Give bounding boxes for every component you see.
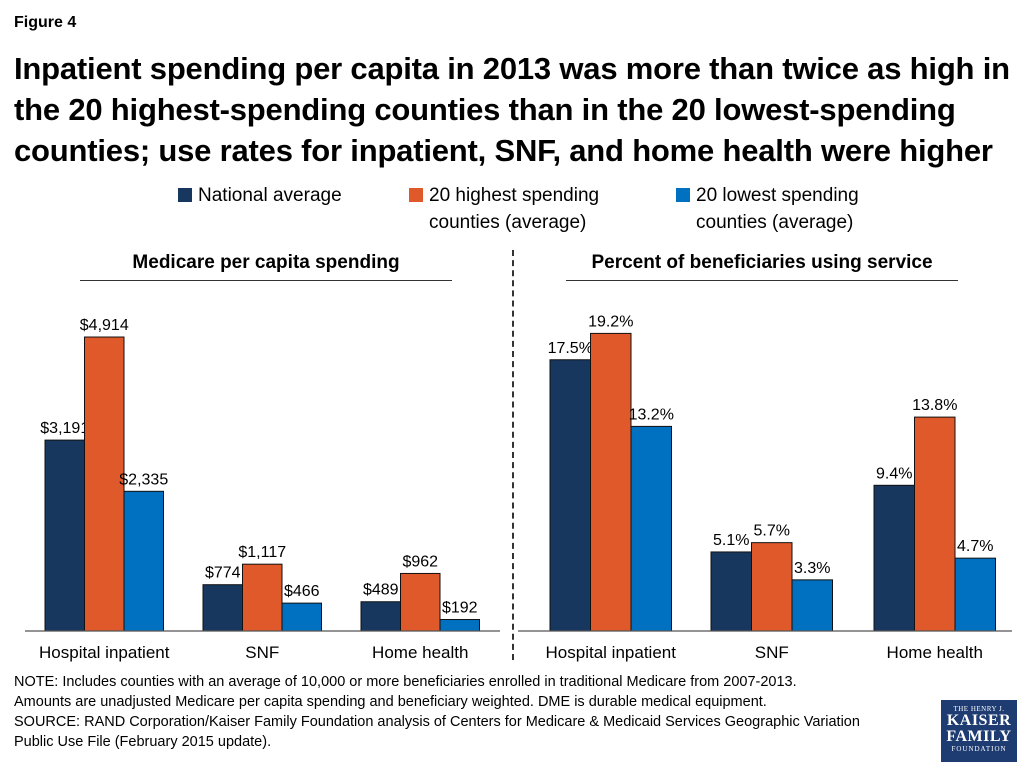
panel-title-spending: Medicare per capita spending	[80, 252, 452, 281]
use-rate-chart: 17.5% 19.2% 13.2% Hospital inpatient 5.1% 5.7…	[518, 313, 1012, 662]
legend-swatch-lowest	[676, 188, 690, 202]
bar	[710, 551, 752, 632]
category-label: SNF	[245, 643, 279, 662]
bar	[914, 416, 956, 632]
bar	[439, 619, 480, 632]
data-label: $2,335	[119, 471, 168, 488]
bar	[202, 584, 243, 632]
panel-divider	[512, 250, 514, 660]
data-label: 19.2%	[588, 313, 633, 330]
data-label: $489	[363, 582, 399, 599]
legend-item-lowest: 20 lowest spending counties (average)	[676, 182, 859, 236]
data-label: 3.3%	[794, 560, 830, 577]
data-label: $192	[442, 600, 478, 617]
legend-label: counties (average)	[429, 212, 587, 233]
legend-label: counties (average)	[696, 212, 854, 233]
legend-swatch-national	[178, 188, 192, 202]
note-line: Amounts are unadjusted Medicare per capi…	[14, 694, 767, 710]
data-label: 13.8%	[912, 397, 957, 414]
legend-item-national: National average	[178, 182, 342, 209]
category-label: Home health	[372, 643, 468, 662]
bar	[281, 602, 322, 632]
data-label: $1,117	[238, 544, 286, 561]
data-label: $962	[402, 553, 438, 570]
data-label: 5.1%	[713, 532, 749, 549]
source-line: SOURCE: RAND Corporation/Kaiser Family F…	[14, 714, 860, 730]
category-label: Hospital inpatient	[39, 643, 170, 662]
data-label: 9.4%	[876, 465, 912, 482]
legend-label: 20 highest spending	[429, 185, 600, 206]
bar	[84, 336, 125, 632]
legend-label: National average	[198, 185, 342, 206]
bar	[751, 542, 793, 632]
data-label: $774	[205, 565, 241, 582]
legend-label: 20 lowest spending	[696, 185, 859, 206]
spending-chart: $3,191 $4,914 $2,335 Hospital inpatient $774…	[25, 317, 500, 662]
category-label: Hospital inpatient	[546, 643, 677, 662]
note-line: NOTE: Includes counties with an average …	[14, 674, 797, 690]
data-label: $466	[284, 583, 320, 600]
data-label: 5.7%	[754, 523, 790, 540]
bar	[44, 439, 85, 632]
data-label: $4,914	[80, 317, 129, 334]
bar	[242, 563, 283, 632]
footnote: NOTE: Includes counties with an average …	[14, 672, 914, 752]
bar	[549, 359, 591, 632]
bar	[590, 332, 632, 632]
figure-label: Figure 4	[14, 14, 77, 31]
bar	[630, 425, 672, 632]
data-label: 13.2%	[629, 406, 674, 423]
chart-title: Inpatient spending per capita in 2013 wa…	[14, 51, 1010, 168]
bar	[791, 579, 833, 632]
bar	[954, 557, 996, 632]
source-line: Public Use File (February 2015 update).	[14, 734, 272, 750]
panel-title-use-rates: Percent of beneficiaries using service	[566, 252, 958, 281]
bar	[123, 490, 164, 632]
category-label: SNF	[755, 643, 789, 662]
bar	[400, 572, 441, 632]
data-label: 17.5%	[548, 340, 593, 357]
bar	[360, 601, 401, 632]
bar	[873, 484, 915, 632]
legend: National average 20 highest spending cou…	[0, 182, 1024, 242]
data-label: $3,191	[40, 420, 89, 437]
legend-item-highest: 20 highest spending counties (average)	[409, 182, 599, 236]
legend-swatch-highest	[409, 188, 423, 202]
category-label: Home health	[887, 643, 983, 662]
data-label: 4.7%	[957, 538, 993, 555]
kff-logo: THE HENRY J. KAISER FAMILY FOUNDATION	[941, 700, 1017, 762]
